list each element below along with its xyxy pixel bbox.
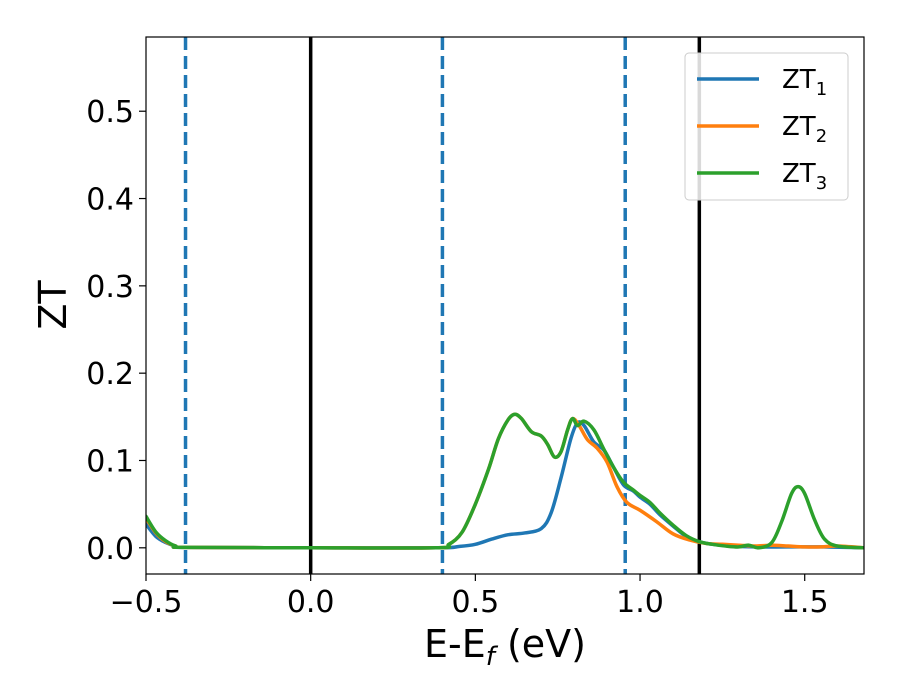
y-tick-label: 0.1 [86, 444, 134, 479]
legend-label-zt1: ZT1 [782, 65, 827, 100]
y-tick-label: 0.5 [86, 95, 134, 130]
y-tick-label: 0.0 [86, 532, 134, 567]
x-axis-title: E-Ef (eV) [424, 622, 586, 672]
legend-label-zt3: ZT3 [782, 159, 827, 194]
plot-frame [145, 36, 865, 575]
x-tick-label: 0.0 [287, 585, 335, 620]
x-tick-label: −0.5 [110, 585, 183, 620]
y-axis: 0.0 0.1 0.2 0.3 0.4 0.5 [86, 95, 146, 567]
series-line-zt3 [146, 412, 864, 550]
y-tick-label: 0.2 [86, 357, 134, 392]
x-axis: −0.5 0.0 0.5 1.0 1.5 [110, 574, 829, 620]
y-tick-label: 0.3 [86, 270, 134, 305]
legend: ZT1 ZT2 ZT3 [684, 52, 849, 201]
y-tick-label: 0.4 [86, 183, 134, 218]
y-axis-title: ZT [31, 280, 75, 330]
x-tick-label: 1.5 [781, 585, 829, 620]
legend-box [684, 52, 849, 201]
series-lines [146, 412, 864, 550]
x-tick-label: 0.5 [451, 585, 499, 620]
x-tick-label: 1.0 [616, 585, 664, 620]
legend-label-zt2: ZT2 [782, 112, 827, 147]
